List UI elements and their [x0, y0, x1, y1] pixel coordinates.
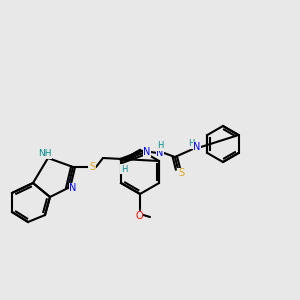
Text: S: S [178, 168, 184, 178]
Text: S: S [89, 162, 95, 172]
Text: N: N [143, 147, 151, 157]
Text: N: N [193, 142, 201, 152]
Text: H: H [157, 142, 163, 151]
Text: NH: NH [38, 149, 52, 158]
Text: H: H [188, 140, 194, 148]
Text: N: N [69, 183, 77, 193]
Text: H: H [121, 164, 127, 173]
Text: O: O [135, 211, 143, 221]
Text: N: N [156, 148, 164, 158]
